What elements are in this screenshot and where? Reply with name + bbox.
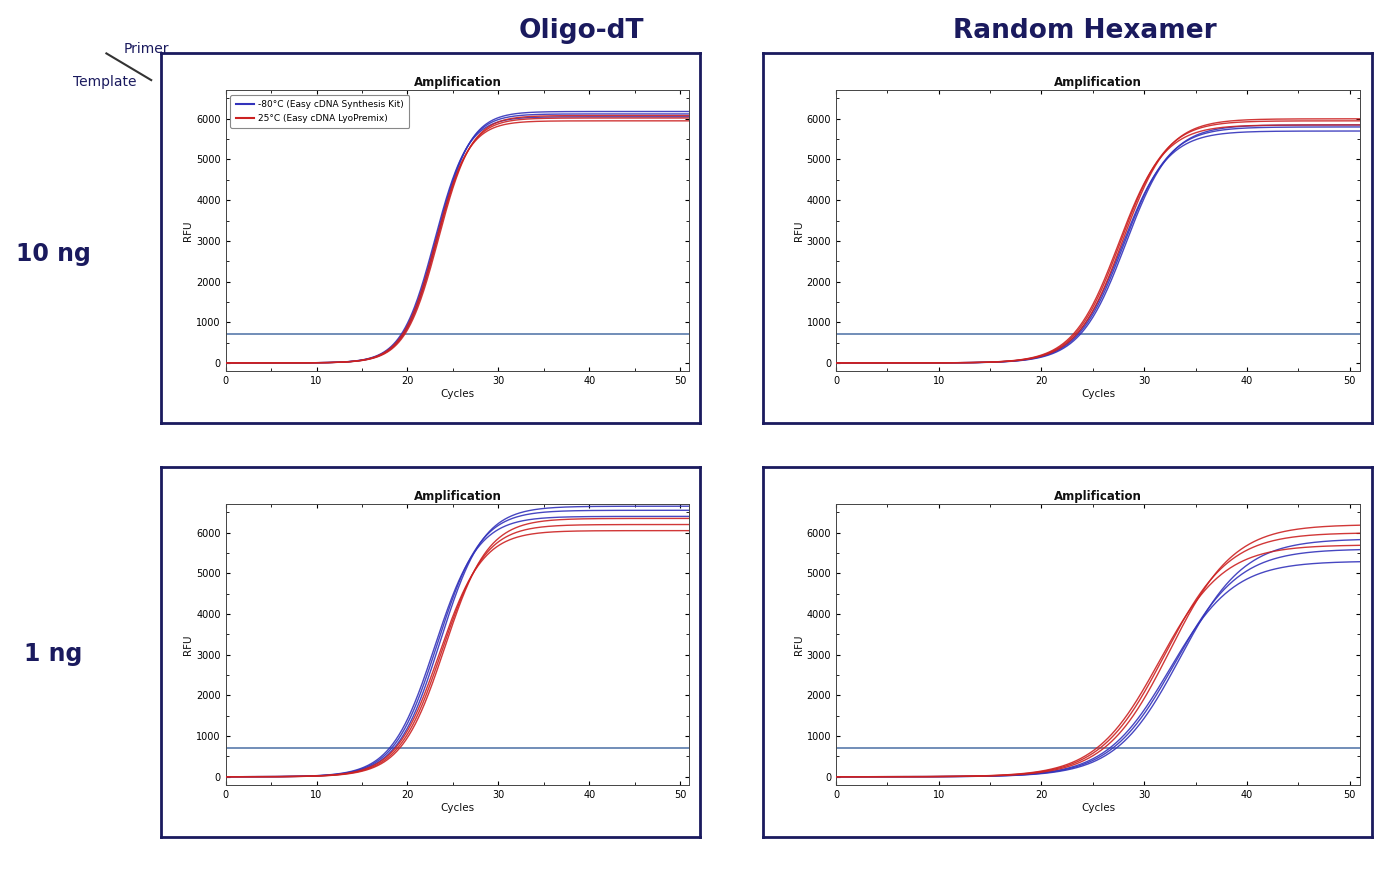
Y-axis label: RFU: RFU [794,635,804,655]
Title: Amplification: Amplification [413,490,501,503]
Text: 10 ng: 10 ng [15,242,91,265]
Text: Primer: Primer [123,42,168,56]
X-axis label: Cycles: Cycles [441,389,475,399]
X-axis label: Cycles: Cycles [1081,389,1114,399]
Text: Oligo-dT: Oligo-dT [518,18,644,44]
Y-axis label: RFU: RFU [183,221,193,241]
X-axis label: Cycles: Cycles [441,803,475,813]
X-axis label: Cycles: Cycles [1081,803,1114,813]
Text: 1 ng: 1 ng [24,643,83,666]
Title: Amplification: Amplification [1054,77,1142,89]
Text: Random Hexamer: Random Hexamer [953,18,1217,44]
Text: Template: Template [73,75,136,89]
Y-axis label: RFU: RFU [794,221,804,241]
Title: Amplification: Amplification [413,77,501,89]
Legend: -80°C (Easy cDNA Synthesis Kit), 25°C (Easy cDNA LyoPremix): -80°C (Easy cDNA Synthesis Kit), 25°C (E… [230,95,409,128]
Y-axis label: RFU: RFU [183,635,193,655]
Title: Amplification: Amplification [1054,490,1142,503]
